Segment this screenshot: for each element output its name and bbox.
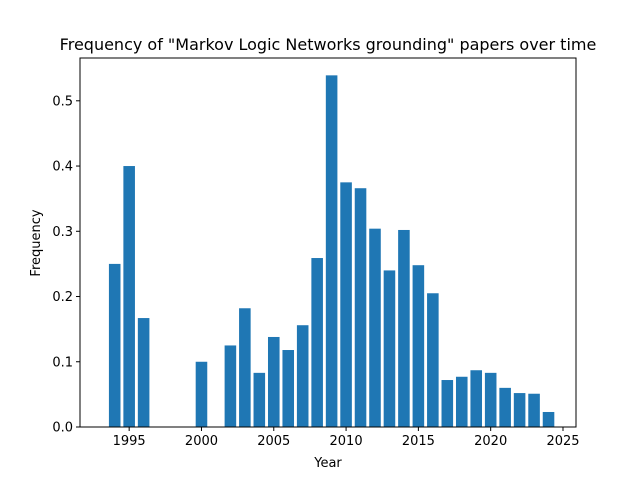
bar-2000 (195, 361, 208, 427)
x-tick-label: 2025 (546, 434, 579, 449)
y-axis-ticks: 0.0 0.1 0.2 0.3 0.4 0.5 (52, 94, 80, 436)
bar-2024 (542, 411, 555, 427)
bar-1995 (123, 166, 135, 428)
bar-2011 (354, 188, 367, 427)
bar-2010 (340, 182, 352, 427)
bar-2008 (311, 258, 323, 427)
bar-2022 (513, 393, 526, 427)
bar-2002 (224, 345, 237, 427)
bar-2005 (267, 336, 280, 427)
bar-2012 (369, 228, 381, 427)
bar-2015 (412, 265, 425, 427)
bar-2016 (427, 293, 439, 427)
x-tick-label: 2010 (330, 434, 363, 449)
x-axis-label: Year (313, 456, 342, 471)
chart-title: Frequency of "Markov Logic Networks grou… (60, 35, 597, 54)
y-tick-label: 0.0 (52, 421, 73, 436)
x-tick-label: 2015 (402, 434, 435, 449)
y-tick-label: 0.3 (52, 225, 73, 240)
x-tick-label: 2000 (185, 434, 218, 449)
bar-2004 (253, 372, 266, 427)
bar-2021 (499, 387, 511, 427)
bar-2003 (239, 308, 251, 427)
x-tick-label: 2005 (257, 434, 290, 449)
bar-1996 (137, 318, 150, 427)
bar-2017 (441, 380, 454, 427)
x-tick-label: 1995 (113, 434, 146, 449)
x-axis-ticks: 1995 2000 2005 2010 2015 2020 2025 (113, 427, 580, 449)
y-tick-label: 0.5 (52, 94, 73, 109)
bar-1994 (108, 263, 121, 427)
y-tick-label: 0.2 (52, 290, 73, 305)
bar-2009 (325, 75, 338, 427)
bar-2013 (383, 270, 396, 427)
y-axis-label: Frequency (29, 209, 44, 276)
bar-2023 (528, 393, 540, 427)
bar-2019 (470, 370, 483, 427)
bar-2007 (296, 325, 309, 427)
bars-group (108, 75, 555, 428)
bar-2020 (484, 372, 497, 427)
plot-frame (79, 57, 577, 428)
y-tick-label: 0.4 (52, 160, 73, 175)
y-tick-label: 0.1 (52, 355, 73, 370)
bar-2018 (455, 376, 468, 427)
bar-2014 (398, 229, 410, 427)
bar-2006 (282, 350, 295, 427)
x-tick-label: 2020 (474, 434, 507, 449)
